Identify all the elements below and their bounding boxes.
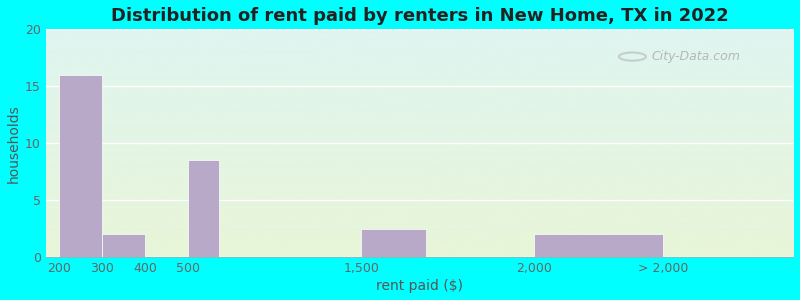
Bar xyxy=(534,234,663,257)
Bar xyxy=(361,229,426,257)
X-axis label: rent paid ($): rent paid ($) xyxy=(376,279,463,293)
Y-axis label: households: households xyxy=(7,104,21,182)
Title: Distribution of rent paid by renters in New Home, TX in 2022: Distribution of rent paid by renters in … xyxy=(110,7,728,25)
Bar xyxy=(102,234,145,257)
Text: City-Data.com: City-Data.com xyxy=(651,50,740,63)
Bar xyxy=(188,160,218,257)
Bar xyxy=(59,75,102,257)
